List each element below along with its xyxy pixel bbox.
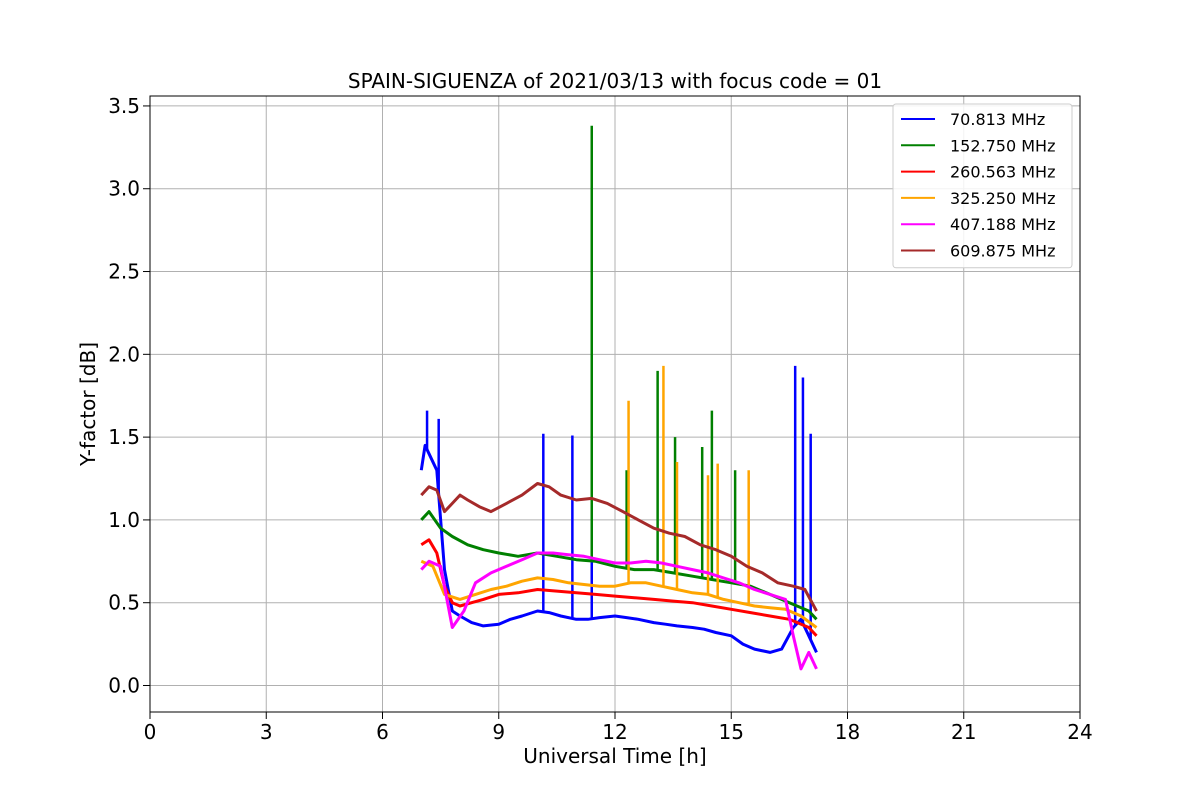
x-axis: 0 3 6 9 12 15 18 21 24 xyxy=(144,712,1093,744)
legend-label: 609.875 MHz xyxy=(950,242,1055,261)
series-line xyxy=(420,559,818,629)
y-tick-label: 3.0 xyxy=(108,177,140,201)
y-tick-label: 2.5 xyxy=(108,260,140,284)
legend-label: 260.563 MHz xyxy=(950,163,1055,182)
x-tick-label: 18 xyxy=(835,720,860,744)
x-tick-label: 9 xyxy=(492,720,505,744)
y-tick-label: 3.5 xyxy=(108,94,140,118)
legend-label: 325.250 MHz xyxy=(950,189,1055,208)
legend-box xyxy=(892,103,1073,269)
series-0 xyxy=(419,365,818,654)
chart-title: SPAIN-SIGUENZA of 2021/03/13 with focus … xyxy=(348,69,882,93)
series-line xyxy=(420,482,818,612)
series-line xyxy=(419,443,818,654)
x-tick-label: 15 xyxy=(719,720,744,744)
x-tick-label: 3 xyxy=(260,720,273,744)
legend-label: 152.750 MHz xyxy=(950,136,1055,155)
series-1 xyxy=(420,125,818,621)
x-tick-label: 21 xyxy=(951,720,976,744)
x-tick-label: 12 xyxy=(602,720,627,744)
legend: 70.813 MHz 152.750 MHz 260.563 MHz 325.250 … xyxy=(892,103,1073,269)
x-tick-label: 24 xyxy=(1067,720,1092,744)
y-tick-label: 2.0 xyxy=(108,342,140,366)
x-tick-label: 0 xyxy=(144,720,157,744)
plot-area xyxy=(149,95,1081,713)
x-axis-label: Universal Time [h] xyxy=(523,744,706,768)
y-tick-label: 0.0 xyxy=(108,674,140,698)
series-line xyxy=(420,538,818,637)
y-tick-label: 1.5 xyxy=(108,425,140,449)
series-2 xyxy=(420,538,818,637)
series-4 xyxy=(420,551,818,671)
series-line xyxy=(420,510,818,621)
series-line xyxy=(420,551,818,671)
y-tick-label: 1.0 xyxy=(108,508,140,532)
series-5 xyxy=(420,482,818,612)
y-axis: 0.0 0.5 1.0 1.5 2.0 2.5 3.0 3.5 xyxy=(108,94,150,698)
y-tick-label: 0.5 xyxy=(108,591,140,615)
y-axis-label: Y-factor [dB] xyxy=(76,342,100,467)
x-tick-label: 6 xyxy=(376,720,389,744)
series-layer xyxy=(419,125,818,671)
legend-label: 407.188 MHz xyxy=(950,215,1055,234)
series-3 xyxy=(420,365,818,629)
legend-label: 70.813 MHz xyxy=(950,110,1045,129)
